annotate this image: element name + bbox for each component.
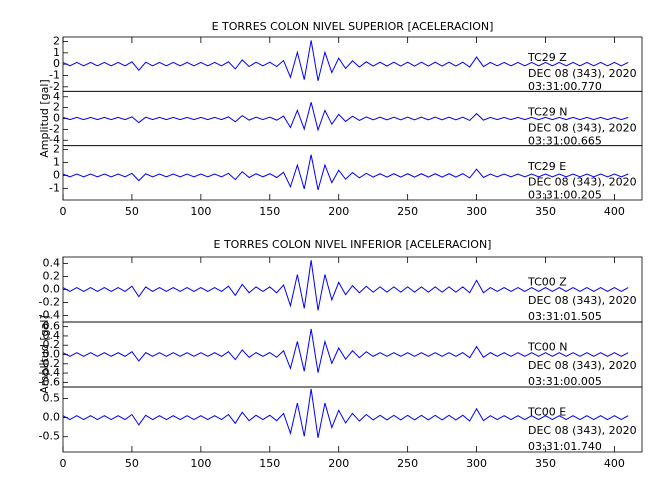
date-label: DEC 08 (343), 2020 [528, 294, 637, 307]
y-tick-label: -0.6 [39, 375, 60, 388]
y-tick-label: 4 [53, 90, 60, 103]
station-label: TC00 N [527, 340, 567, 353]
y-tick-label: -0.2 [39, 357, 60, 370]
y-tick-label: 0.5 [43, 391, 61, 404]
time-label: 03:31:01.505 [528, 310, 602, 323]
x-tick-label: 50 [125, 457, 139, 470]
x-tick-label: 200 [328, 457, 349, 470]
y-tick-label: 1 [53, 46, 60, 59]
panel-frame [62, 145, 643, 201]
y-tick-label: 2 [53, 143, 60, 156]
date-label: DEC 08 (343), 2020 [528, 424, 637, 437]
chart-title: E TORRES COLON NIVEL SUPERIOR [ACELERACI… [212, 20, 494, 33]
station-label: TC29 E [527, 160, 566, 173]
x-tick-label: 0 [60, 457, 67, 470]
y-axis-label: Amplitud [gal] [38, 79, 51, 157]
y-tick-label: 0 [53, 57, 60, 70]
x-tick-label: 300 [466, 205, 487, 218]
y-tick-label: -4 [49, 133, 60, 146]
y-tick-label: 0.2 [43, 270, 61, 283]
y-tick-label: -2 [49, 80, 60, 93]
x-tick-label: 400 [604, 205, 625, 218]
x-tick-label: 250 [397, 457, 418, 470]
y-tick-label: 0 [53, 168, 60, 181]
y-tick-label: -0.4 [39, 309, 60, 322]
y-tick-label: 0.0 [43, 411, 61, 424]
y-tick-label: 0.6 [43, 320, 61, 333]
date-label: DEC 08 (343), 2020 [528, 359, 637, 372]
x-tick-label: 300 [466, 457, 487, 470]
x-tick-label: 350 [535, 205, 556, 218]
y-tick-label: -0.4 [39, 366, 60, 379]
time-label: 03:31:00.665 [528, 134, 602, 147]
y-tick-label: 2 [53, 35, 60, 48]
panel-frame [62, 386, 643, 453]
chart-title: E TORRES COLON NIVEL INFERIOR [ACELERACI… [214, 238, 492, 251]
y-tick-label: -1 [49, 181, 60, 194]
waveform [62, 154, 629, 191]
x-tick-label: 200 [328, 205, 349, 218]
time-label: 03:31:00.005 [528, 375, 602, 388]
y-tick-label: 2 [53, 101, 60, 114]
x-tick-label: 100 [190, 205, 211, 218]
waveform [62, 260, 629, 311]
x-tick-label: 50 [125, 205, 139, 218]
y-tick-label: -0.5 [39, 430, 60, 443]
y-tick-label: 0.4 [43, 257, 61, 270]
y-tick-label: 0.0 [43, 283, 61, 296]
station-label: TC29 N [527, 106, 567, 119]
waveform [62, 40, 629, 81]
waveform [62, 388, 629, 438]
date-label: DEC 08 (343), 2020 [528, 176, 637, 189]
time-label: 03:31:00.770 [528, 80, 602, 93]
waveform [62, 328, 629, 373]
x-tick-label: 150 [259, 457, 280, 470]
y-tick-label: -1 [49, 68, 60, 81]
date-label: DEC 08 (343), 2020 [528, 121, 637, 134]
waveform [62, 102, 629, 132]
x-tick-label: 150 [259, 205, 280, 218]
station-label: TC29 Z [527, 51, 567, 64]
station-label: TC00 E [527, 405, 566, 418]
y-tick-label: 0 [53, 112, 60, 125]
date-label: DEC 08 (343), 2020 [528, 67, 637, 80]
y-tick-label: 1 [53, 155, 60, 168]
y-tick-label: 0.0 [43, 348, 61, 361]
time-label: 03:31:00.205 [528, 189, 602, 202]
station-label: TC00 Z [527, 275, 567, 288]
y-axis-label: Amplitud [gal] [38, 315, 51, 393]
x-tick-label: 100 [190, 457, 211, 470]
y-tick-label: 0.4 [43, 329, 61, 342]
y-tick-label: 0.2 [43, 338, 61, 351]
y-tick-label: -0.2 [39, 296, 60, 309]
y-tick-label: -2 [49, 122, 60, 135]
x-tick-label: 400 [604, 457, 625, 470]
time-label: 03:31:01.740 [528, 440, 602, 453]
x-tick-label: 250 [397, 205, 418, 218]
x-tick-label: 0 [60, 205, 67, 218]
x-tick-label: 350 [535, 457, 556, 470]
